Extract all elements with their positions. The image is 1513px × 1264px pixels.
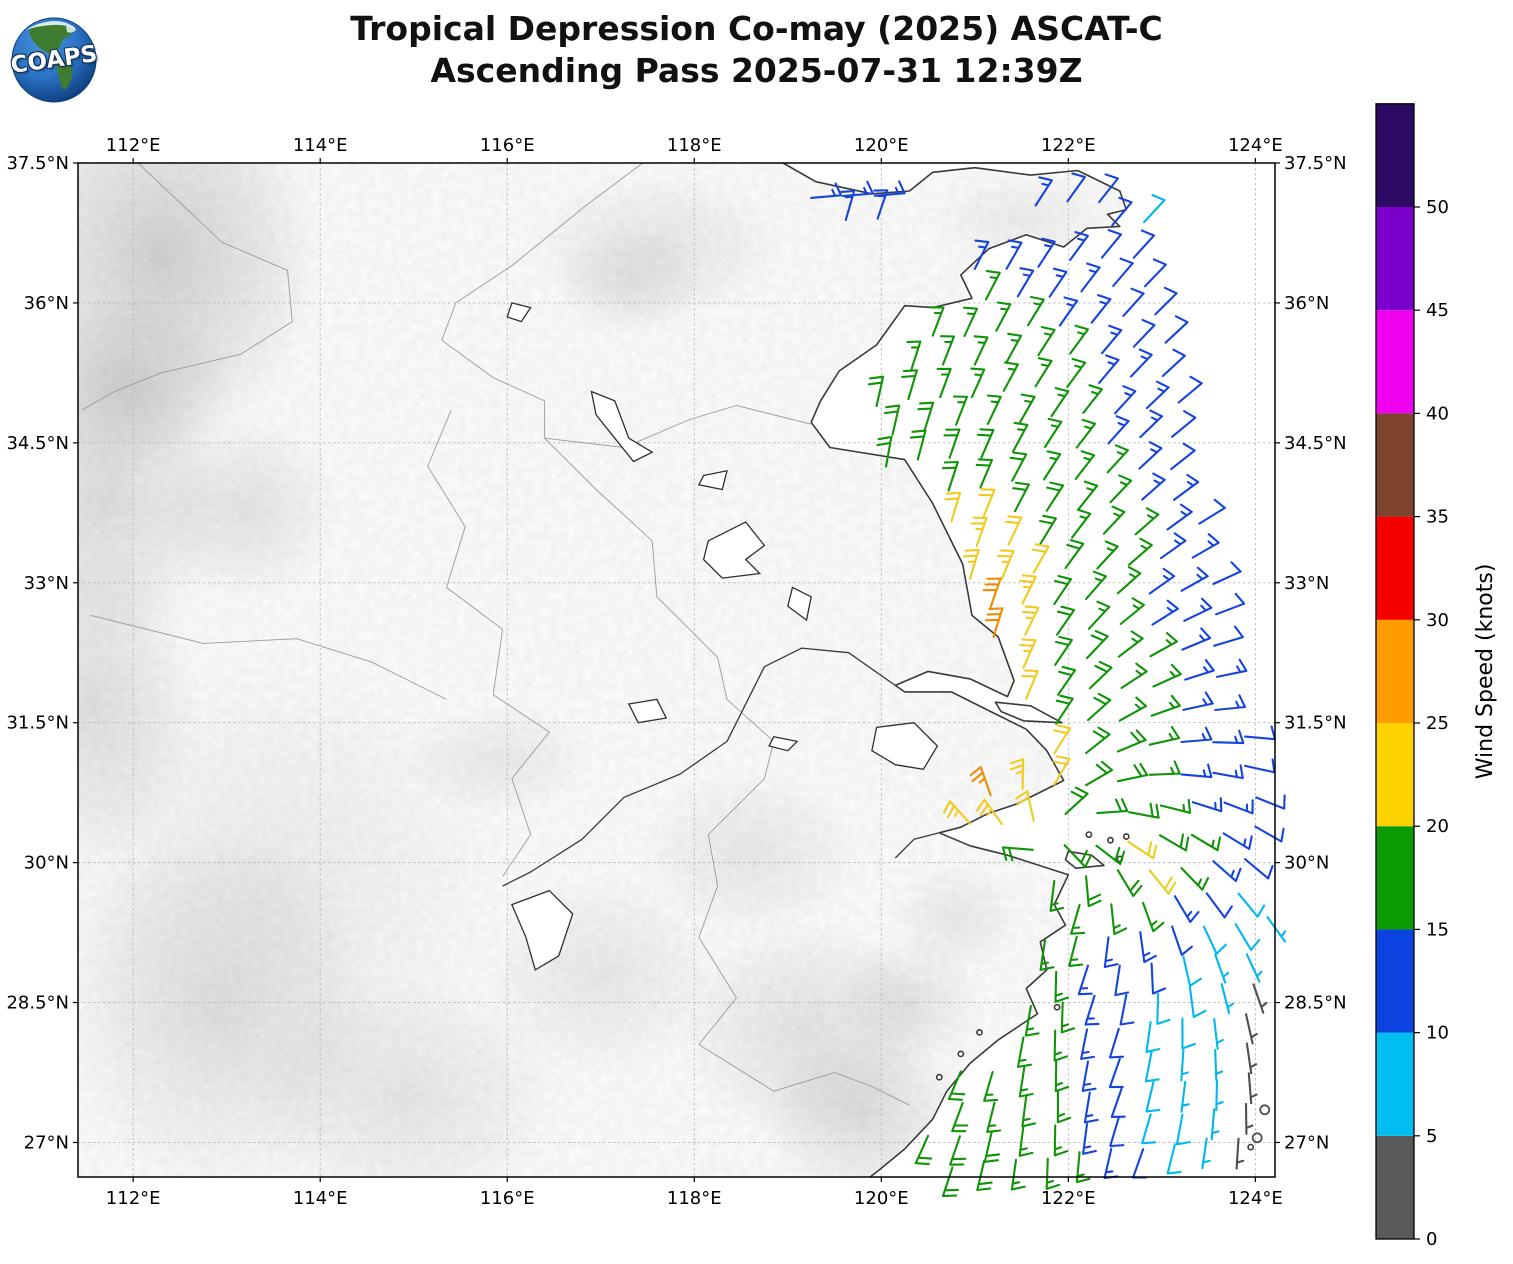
svg-text:28.5°N: 28.5°N <box>6 993 69 1014</box>
svg-text:10: 10 <box>1426 1023 1449 1044</box>
colorbar-segment <box>1376 1032 1414 1136</box>
colorbar-segment <box>1376 103 1414 207</box>
svg-text:35: 35 <box>1426 507 1449 528</box>
svg-text:31.5°N: 31.5°N <box>6 713 69 734</box>
colorbar: 0 5 10 15 20 25 30 35 40 45 50 Wind Speed (knots) <box>1375 103 1498 1250</box>
colorbar-segment <box>1376 1135 1414 1239</box>
svg-text:40: 40 <box>1426 403 1449 424</box>
colorbar-segment <box>1376 516 1414 620</box>
svg-text:124°E: 124°E <box>1228 1188 1283 1209</box>
lakes <box>506 302 939 971</box>
svg-text:37.5°N: 37.5°N <box>6 153 69 174</box>
svg-text:25: 25 <box>1426 713 1449 734</box>
coaps-logo: COAPS <box>9 16 99 104</box>
axis-ticks <box>73 158 1280 1182</box>
svg-text:5: 5 <box>1426 1126 1437 1147</box>
svg-text:33°N: 33°N <box>24 573 69 594</box>
svg-text:36°N: 36°N <box>1284 293 1329 314</box>
svg-text:30°N: 30°N <box>24 853 69 874</box>
axis-tick-labels: 112°E 112°E 114°E 114°E 116°E 116°E 118°E 118°E… <box>6 135 1346 1209</box>
colorbar-segment <box>1376 723 1414 827</box>
colorbar-segment <box>1376 929 1414 1033</box>
title-line-2: Ascending Pass 2025-07-31 12:39Z <box>430 51 1083 91</box>
svg-text:31.5°N: 31.5°N <box>1284 713 1347 734</box>
colorbar-segment <box>1376 207 1414 311</box>
svg-text:28.5°N: 28.5°N <box>1284 993 1347 1014</box>
axes-frame <box>77 162 1276 1178</box>
svg-text:36°N: 36°N <box>24 293 69 314</box>
svg-text:120°E: 120°E <box>854 1188 909 1209</box>
wind-barbs-layer <box>810 172 1287 1198</box>
svg-text:114°E: 114°E <box>293 1188 348 1209</box>
svg-text:27°N: 27°N <box>24 1132 69 1153</box>
svg-text:15: 15 <box>1426 919 1449 940</box>
title-line-1: Tropical Depression Co-may (2025) ASCAT-… <box>350 9 1163 48</box>
svg-text:27°N: 27°N <box>1284 1132 1329 1153</box>
svg-text:34.5°N: 34.5°N <box>6 433 69 454</box>
svg-text:20: 20 <box>1426 816 1449 837</box>
svg-text:116°E: 116°E <box>480 135 535 156</box>
svg-text:37.5°N: 37.5°N <box>1284 153 1347 174</box>
svg-text:33°N: 33°N <box>1284 573 1329 594</box>
svg-text:122°E: 122°E <box>1041 135 1096 156</box>
colorbar-segment <box>1376 826 1414 930</box>
svg-text:50: 50 <box>1426 197 1449 218</box>
colorbar-segment <box>1376 619 1414 723</box>
svg-text:112°E: 112°E <box>106 1188 161 1209</box>
svg-text:118°E: 118°E <box>667 1188 722 1209</box>
svg-text:45: 45 <box>1426 300 1449 321</box>
svg-text:118°E: 118°E <box>667 135 722 156</box>
svg-text:124°E: 124°E <box>1228 135 1283 156</box>
rivers <box>502 647 940 887</box>
colorbar-segment <box>1376 310 1414 414</box>
province-borders <box>81 162 910 1106</box>
coastline <box>782 162 1255 1178</box>
svg-text:34.5°N: 34.5°N <box>1284 433 1347 454</box>
svg-text:122°E: 122°E <box>1041 1188 1096 1209</box>
svg-text:116°E: 116°E <box>480 1188 535 1209</box>
svg-text:0: 0 <box>1426 1229 1437 1250</box>
figure-title: Tropical Depression Co-may (2025) ASCAT-… <box>0 8 1513 92</box>
svg-text:112°E: 112°E <box>106 135 161 156</box>
svg-text:30°N: 30°N <box>1284 853 1329 874</box>
colorbar-label: Wind Speed (knots) <box>1473 564 1498 780</box>
svg-text:120°E: 120°E <box>854 135 909 156</box>
globe-icon <box>11 17 97 103</box>
svg-text:114°E: 114°E <box>293 135 348 156</box>
colorbar-segment <box>1376 413 1414 517</box>
svg-text:30: 30 <box>1426 610 1449 631</box>
